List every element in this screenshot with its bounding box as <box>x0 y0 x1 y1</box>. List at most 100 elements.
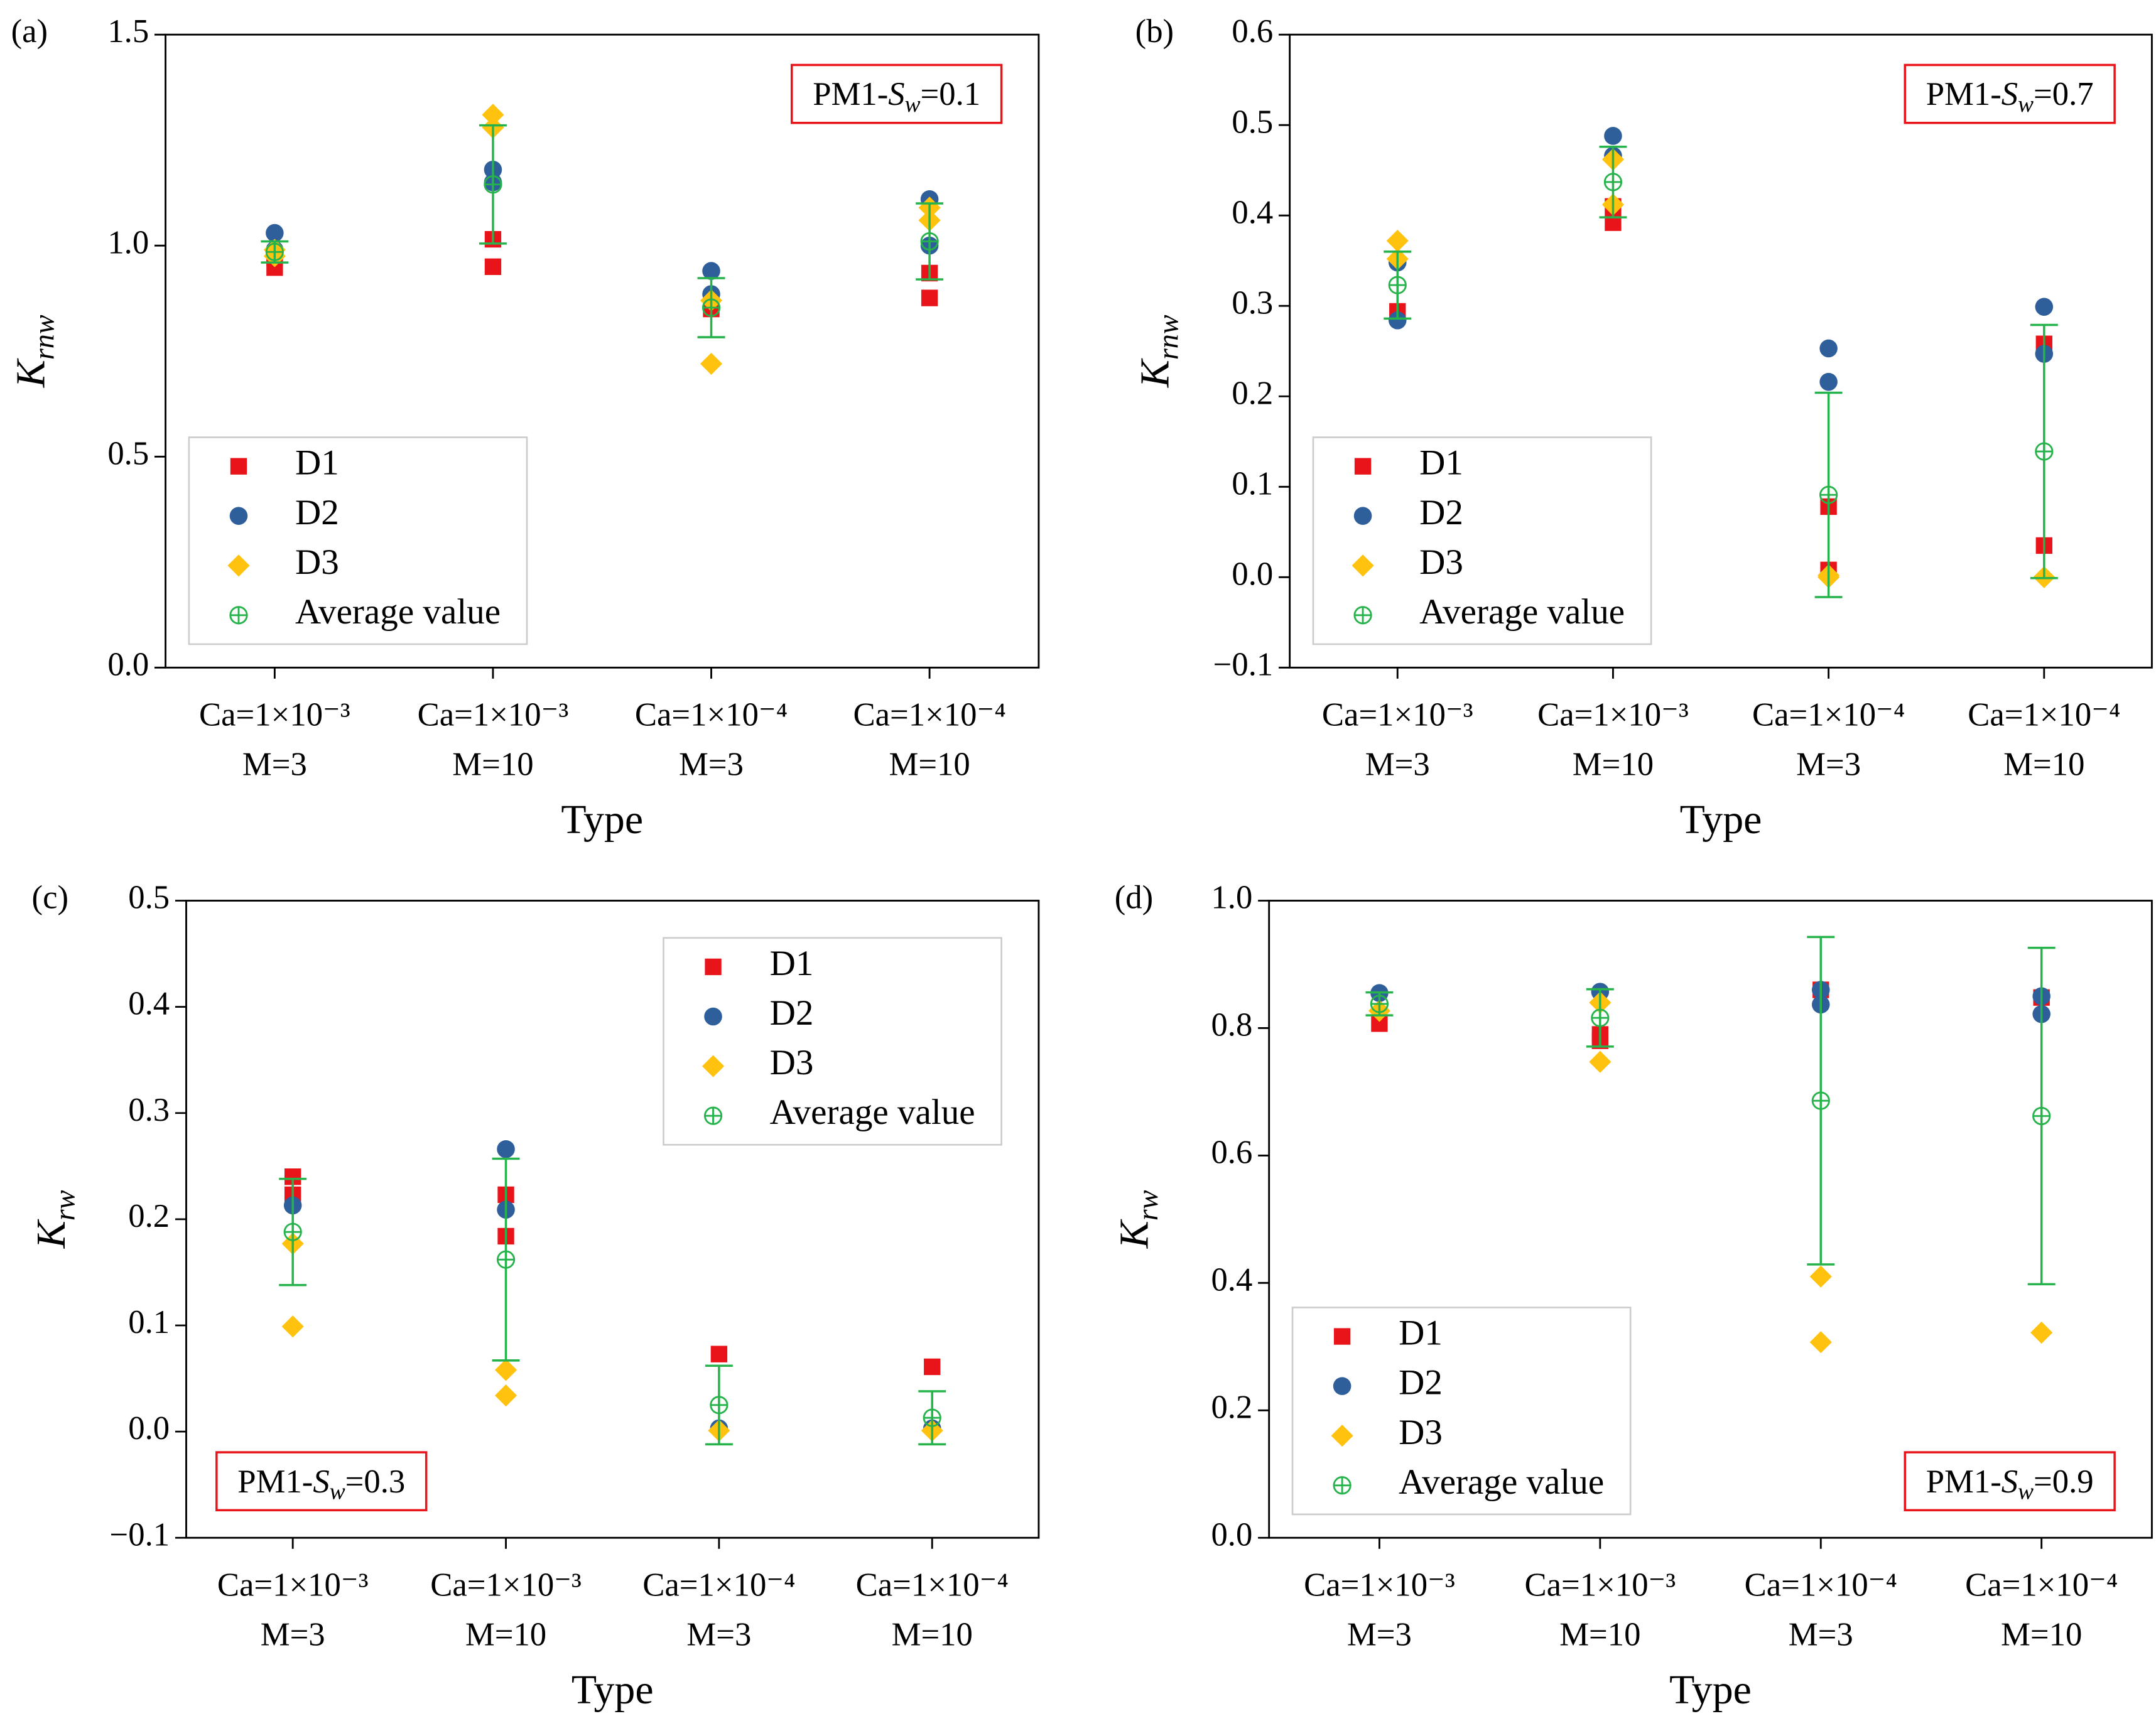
annotation-suffix: =0.1 <box>921 76 981 112</box>
marker <box>2032 1106 2051 1126</box>
x-tick-label: M=3 <box>1365 747 1430 783</box>
x-tick-label: Ca=1×10⁻⁴ <box>1745 1567 1897 1604</box>
marker <box>705 958 722 976</box>
x-tick-label: M=10 <box>892 1617 973 1653</box>
y-tick-label: 0.8 <box>1211 1007 1252 1043</box>
x-axis-label: Type <box>561 797 643 843</box>
annotation-prefix: PM1- <box>1926 1464 2002 1500</box>
annotation-prefix: PM1- <box>237 1464 313 1500</box>
y-tick-label: 0.3 <box>128 1092 170 1128</box>
marker <box>703 1106 723 1125</box>
marker <box>494 1384 517 1407</box>
marker <box>266 224 284 242</box>
y-label-subscript: rnw <box>28 315 60 360</box>
marker <box>1386 229 1409 252</box>
y-tick-label: 0.2 <box>1211 1389 1252 1425</box>
y-tick-label: 1.0 <box>1211 880 1252 916</box>
marker <box>482 104 504 126</box>
y-label-symbol: K <box>28 1219 74 1249</box>
marker <box>1819 485 1838 504</box>
annotation-box <box>215 1451 428 1512</box>
marker <box>496 1250 516 1269</box>
panel: (d) 0.0 0.2 0.4 0.6 0.8 1.0 Krw Ca=1×10⁻³ M=3 Ca=1… <box>1111 880 2153 1713</box>
legend-label: D1 <box>295 443 339 483</box>
x-tick-label: Ca=1×10⁻⁴ <box>635 697 788 733</box>
y-tick-label: 0.0 <box>107 646 149 682</box>
x-tick-label: Ca=1×10⁻⁴ <box>1752 697 1905 733</box>
panel: (b) −0.1 0.0 0.1 0.2 0.3 0.4 0.5 0.6 Krnw Ca=1×10⁻… <box>1132 13 2153 843</box>
marker <box>484 258 502 275</box>
legend-label: Average value <box>1419 592 1625 632</box>
marker <box>920 232 939 251</box>
y-tick-label: 0.0 <box>1232 556 1273 592</box>
x-tick-label: Ca=1×10⁻³ <box>199 697 350 733</box>
annotation-symbol: S <box>313 1464 329 1500</box>
panel-label: (a) <box>11 13 48 50</box>
x-tick-label: Ca=1×10⁻⁴ <box>642 1567 795 1604</box>
x-tick-label: Ca=1×10⁻³ <box>1537 697 1689 733</box>
x-tick-label: M=3 <box>261 1617 325 1653</box>
marker <box>1353 507 1372 525</box>
annotation: PM1-Sw=0.7 <box>1926 76 2094 117</box>
marker <box>1589 1050 1612 1073</box>
marker <box>1809 1265 1832 1288</box>
y-tick-label: 0.5 <box>107 435 149 472</box>
annotation-subscript: w <box>905 92 921 117</box>
plot-frame <box>1268 900 2153 1539</box>
legend-label: D1 <box>1419 443 1463 483</box>
y-tick-label: 0.6 <box>1232 13 1273 50</box>
y-tick-label: −0.1 <box>1213 646 1274 682</box>
y-tick-label: 0.2 <box>128 1198 170 1234</box>
marker <box>484 175 502 194</box>
marker <box>229 507 248 525</box>
annotation-symbol: S <box>2002 76 2018 112</box>
marker <box>1388 276 1407 294</box>
x-tick-label: Ca=1×10⁻³ <box>1322 697 1473 733</box>
annotation-symbol: S <box>888 76 904 112</box>
marker <box>281 1315 304 1338</box>
legend-label: D2 <box>1419 493 1463 532</box>
marker <box>1353 606 1372 625</box>
marker <box>1333 1328 1351 1345</box>
legend-label: D3 <box>1399 1413 1443 1452</box>
marker <box>494 1359 517 1381</box>
annotation-suffix: =0.3 <box>345 1464 406 1500</box>
legend-label: D2 <box>295 493 339 532</box>
legend-label: Average value <box>1399 1462 1604 1502</box>
panel-label: (d) <box>1115 880 1153 916</box>
x-tick-label: M=10 <box>2003 747 2084 783</box>
marker <box>1604 127 1622 145</box>
annotation-symbol: S <box>2002 1464 2018 1500</box>
marker <box>700 352 723 375</box>
y-tick-label: 0.4 <box>1232 194 1273 230</box>
marker <box>2035 442 2054 461</box>
marker <box>702 298 721 317</box>
marker <box>704 1007 722 1026</box>
marker <box>229 606 248 625</box>
legend-label: D2 <box>1399 1363 1443 1403</box>
x-tick-label: M=3 <box>686 1617 751 1653</box>
annotation-suffix: =0.7 <box>2034 76 2094 112</box>
legend-label: Average value <box>295 592 501 632</box>
panel-label: (b) <box>1135 13 1174 50</box>
y-tick-label: 0.0 <box>1211 1516 1252 1553</box>
marker <box>1809 1331 1832 1354</box>
marker <box>265 242 284 261</box>
x-tick-label: Ca=1×10⁻⁴ <box>853 697 1005 733</box>
y-label-subscript: rw <box>49 1190 81 1221</box>
y-tick-label: 0.4 <box>1211 1261 1252 1298</box>
marker <box>1371 1015 1388 1032</box>
marker <box>710 1345 728 1362</box>
annotation-prefix: PM1- <box>813 76 888 112</box>
y-tick-label: 0.3 <box>1232 284 1273 321</box>
x-tick-label: M=10 <box>465 1617 546 1653</box>
marker <box>702 1055 725 1077</box>
panel-label: (c) <box>32 880 69 916</box>
x-tick-label: M=10 <box>1559 1617 1640 1653</box>
panel: (c) −0.1 0.0 0.1 0.2 0.3 0.4 0.5 Krw Ca=1×10⁻³ M=3… <box>28 880 1040 1713</box>
x-tick-label: Ca=1×10⁻⁴ <box>1965 1567 2118 1604</box>
marker <box>1605 214 1622 231</box>
legend-label: D3 <box>1419 542 1463 582</box>
marker <box>497 1140 515 1158</box>
